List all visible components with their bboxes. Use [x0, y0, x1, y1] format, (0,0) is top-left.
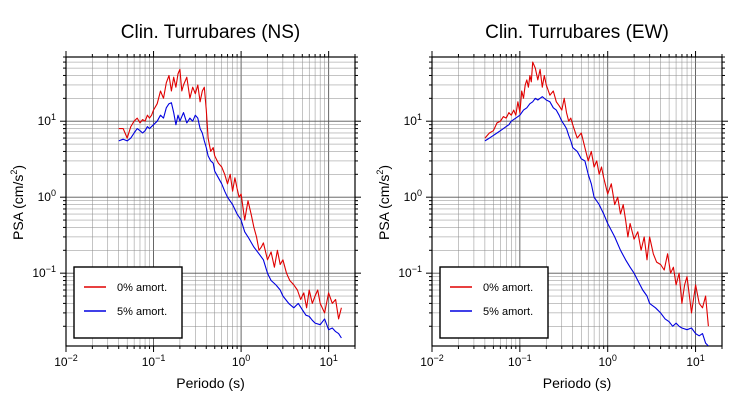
x-tick-label: 10−2: [54, 353, 78, 369]
y-axis-label: PSA (cm/s2): [375, 165, 392, 240]
grid: [65, 56, 356, 346]
chart-title: Clin. Turrubares (EW): [485, 22, 669, 43]
legend-entry-label: 0% amort.: [117, 282, 167, 294]
x-tick-label: 101: [686, 353, 704, 369]
x-axis-label: Periodo (s): [176, 375, 244, 391]
x-tick-label: 10−2: [420, 353, 444, 369]
series-line-0pct: [484, 61, 709, 327]
chart-panel-ew: 10−2 10−1 100 101 10−1 100 101 Clin. Turrubares…: [375, 22, 728, 391]
y-tick-label: 100: [38, 188, 56, 204]
legend-entry-label: 5% amort.: [117, 306, 167, 318]
series-line-0pct: [118, 68, 342, 320]
y-tick-label: 10−1: [32, 264, 56, 280]
legend-entry-label: 0% amort.: [483, 282, 533, 294]
x-tick-label: 100: [232, 353, 250, 369]
x-tick-label: 100: [599, 353, 617, 369]
x-axis-label: Periodo (s): [543, 375, 611, 391]
series-line-5pct: [484, 96, 709, 346]
legend: 0% amort. 5% amort.: [439, 266, 549, 339]
legend-entry-label: 5% amort.: [483, 306, 533, 318]
y-tick-label: 101: [38, 112, 56, 128]
legend: 0% amort. 5% amort.: [73, 266, 183, 339]
series-group: [118, 68, 342, 339]
y-axis-label: PSA (cm/s2): [9, 165, 26, 240]
plot-frame: [65, 56, 356, 347]
chart-panel-ns: 10−2 10−1 100 101 10−1 100 101 Clin. Turrubares…: [9, 22, 361, 391]
legend-box: [73, 266, 183, 339]
tick-marks: [60, 51, 361, 352]
chart-title: Clin. Turrubares (NS): [121, 22, 301, 43]
tick-marks: [426, 51, 728, 352]
legend-box: [439, 266, 549, 339]
y-tick-label: 10−1: [398, 264, 422, 280]
x-tick-label: 10−1: [142, 353, 166, 369]
plot-frame: [431, 56, 723, 347]
series-group: [484, 61, 709, 346]
x-tick-label: 10−1: [508, 353, 532, 369]
x-tick-label: 101: [319, 353, 337, 369]
y-tick-label: 101: [404, 112, 422, 128]
y-tick-label: 100: [404, 188, 422, 204]
series-line-5pct: [118, 102, 342, 339]
